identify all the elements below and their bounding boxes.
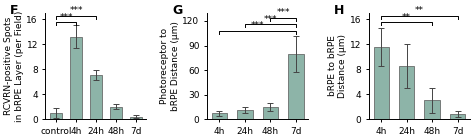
Text: F: F [10, 4, 18, 17]
Bar [130, 117, 142, 119]
Y-axis label: Photoreceptor to
bRPE Distance (μm): Photoreceptor to bRPE Distance (μm) [160, 21, 180, 111]
Text: ***: *** [264, 15, 277, 24]
Bar [50, 113, 62, 119]
Bar [374, 47, 389, 119]
Text: **: ** [415, 6, 424, 15]
Bar [399, 66, 414, 119]
Text: **: ** [402, 13, 411, 22]
Bar [70, 37, 82, 119]
Y-axis label: RCVRN-positive Spots
in bRPE Layer (per Field): RCVRN-positive Spots in bRPE Layer (per … [4, 10, 24, 122]
Bar [288, 54, 303, 119]
Text: ***: *** [251, 21, 264, 30]
Text: ***: *** [59, 13, 73, 22]
Text: ***: *** [276, 8, 290, 17]
Bar [450, 114, 465, 119]
Text: G: G [172, 4, 182, 17]
Bar [263, 107, 278, 119]
Bar [110, 107, 122, 119]
Y-axis label: bRPE to bRPE
Distance (μm): bRPE to bRPE Distance (μm) [328, 34, 347, 98]
Bar [90, 75, 102, 119]
Bar [425, 100, 440, 119]
Text: ***: *** [69, 6, 83, 15]
Bar [237, 110, 253, 119]
Bar [212, 113, 227, 119]
Text: H: H [334, 4, 344, 17]
